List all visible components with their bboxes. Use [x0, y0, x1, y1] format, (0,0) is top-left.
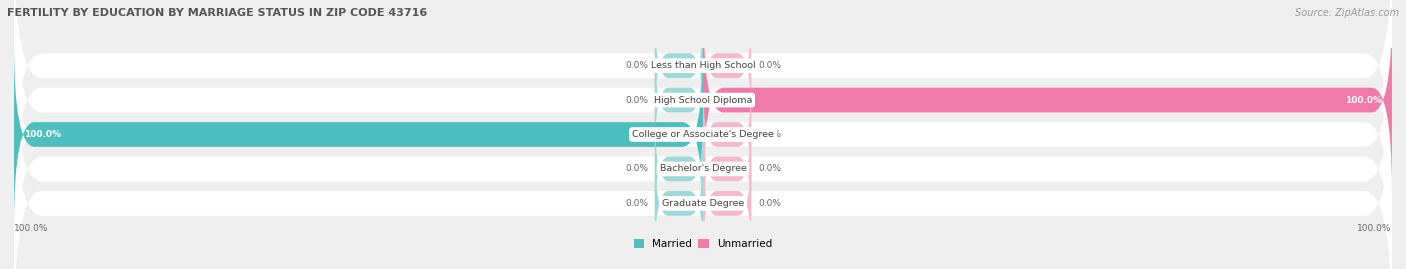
Text: Source: ZipAtlas.com: Source: ZipAtlas.com: [1295, 8, 1399, 18]
Text: 0.0%: 0.0%: [758, 130, 782, 139]
Text: 100.0%: 100.0%: [24, 130, 62, 139]
FancyBboxPatch shape: [655, 112, 703, 225]
FancyBboxPatch shape: [655, 9, 703, 122]
Text: 100.0%: 100.0%: [14, 224, 49, 233]
Text: High School Diploma: High School Diploma: [654, 95, 752, 105]
Text: College or Associate's Degree: College or Associate's Degree: [633, 130, 773, 139]
FancyBboxPatch shape: [703, 112, 751, 225]
Text: 0.0%: 0.0%: [624, 61, 648, 70]
Text: 0.0%: 0.0%: [758, 164, 782, 174]
Legend: Married, Unmarried: Married, Unmarried: [630, 235, 776, 253]
FancyBboxPatch shape: [14, 0, 1392, 191]
Text: Less than High School: Less than High School: [651, 61, 755, 70]
Text: 0.0%: 0.0%: [758, 199, 782, 208]
Text: 0.0%: 0.0%: [624, 164, 648, 174]
FancyBboxPatch shape: [703, 78, 751, 191]
Text: Bachelor's Degree: Bachelor's Degree: [659, 164, 747, 174]
FancyBboxPatch shape: [703, 9, 1392, 191]
FancyBboxPatch shape: [655, 147, 703, 260]
Text: 0.0%: 0.0%: [758, 61, 782, 70]
FancyBboxPatch shape: [14, 44, 1392, 269]
Text: 100.0%: 100.0%: [1344, 95, 1382, 105]
Text: Graduate Degree: Graduate Degree: [662, 199, 744, 208]
FancyBboxPatch shape: [14, 78, 1392, 269]
FancyBboxPatch shape: [703, 9, 751, 122]
FancyBboxPatch shape: [14, 44, 703, 225]
Text: 100.0%: 100.0%: [1357, 224, 1392, 233]
FancyBboxPatch shape: [14, 9, 1392, 260]
Text: 0.0%: 0.0%: [624, 95, 648, 105]
FancyBboxPatch shape: [703, 147, 751, 260]
Text: FERTILITY BY EDUCATION BY MARRIAGE STATUS IN ZIP CODE 43716: FERTILITY BY EDUCATION BY MARRIAGE STATU…: [7, 8, 427, 18]
Text: 0.0%: 0.0%: [624, 199, 648, 208]
FancyBboxPatch shape: [14, 0, 1392, 225]
FancyBboxPatch shape: [655, 44, 703, 157]
